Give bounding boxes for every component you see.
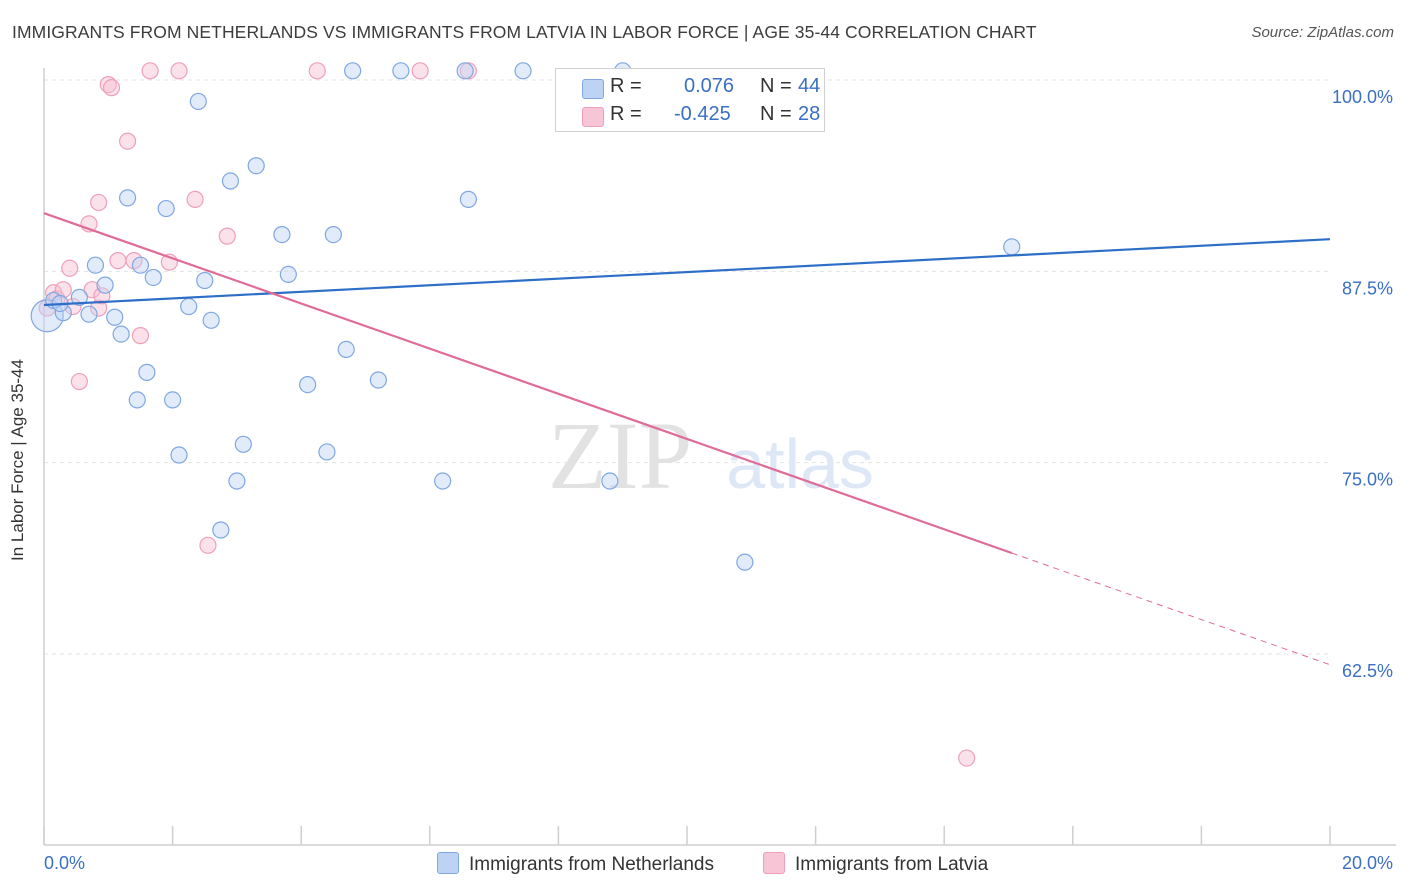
latvia-point (118, 132, 137, 150)
netherlands-point (170, 446, 188, 464)
latvia-point (90, 193, 108, 212)
y-tick-label: 100.0% (1332, 87, 1393, 107)
legend-r-label: R = (610, 75, 642, 97)
latvia-point (131, 327, 150, 345)
netherlands-point (514, 62, 532, 80)
latvia-point (102, 79, 121, 97)
latvia-trend-extension (1011, 552, 1331, 666)
y-tick-labels: 62.5% 75.0% 87.5% 100.0% (1332, 87, 1393, 681)
bottom-legend-label: Immigrants from Latvia (795, 854, 989, 875)
chart-source: Source: ZipAtlas.com (1251, 24, 1394, 41)
latvia-point (218, 227, 236, 245)
latvia-point (141, 62, 159, 80)
latvia-point (186, 190, 204, 208)
latvia-trend-line (43, 212, 1013, 555)
netherlands-point (180, 297, 198, 316)
latvia-swatch (763, 852, 785, 874)
netherlands-point (80, 305, 98, 323)
netherlands-swatch (437, 852, 459, 874)
netherlands-point (202, 311, 220, 329)
netherlands-point (344, 62, 362, 80)
latvia-point (170, 62, 188, 80)
netherlands-point (196, 271, 214, 290)
x-tick-labels: 0.0% 20.0% (44, 853, 1393, 873)
netherlands-point (131, 256, 150, 274)
netherlands-point (228, 472, 246, 490)
latvia-swatch (582, 107, 604, 127)
latvia-point (83, 281, 101, 299)
latvia-point (199, 536, 217, 554)
legend-n-label: N = (760, 75, 792, 97)
latvia-points (38, 62, 976, 767)
netherlands-point (736, 553, 754, 571)
netherlands-swatch (582, 79, 604, 99)
legend-n-value: 44 (798, 75, 821, 97)
netherlands-point (189, 92, 207, 111)
netherlands-point (106, 308, 124, 326)
legend-r-value: -0.425 (674, 103, 731, 125)
netherlands-point (164, 391, 182, 409)
netherlands-point (86, 256, 105, 274)
y-tick-label: 75.0% (1342, 470, 1393, 490)
latvia-point (411, 62, 429, 80)
netherlands-point (273, 225, 291, 244)
netherlands-point (337, 340, 355, 358)
netherlands-point (128, 391, 146, 409)
latvia-point (93, 287, 111, 305)
netherlands-point (369, 371, 387, 389)
netherlands-point (144, 268, 162, 287)
y-tick-label: 62.5% (1342, 661, 1393, 681)
netherlands-point (318, 443, 336, 461)
netherlands-point (138, 363, 156, 381)
netherlands-point (434, 472, 452, 490)
trend-lines (43, 212, 1331, 666)
netherlands-point (118, 189, 137, 207)
watermark-zip: ZIP (548, 402, 692, 509)
netherlands-point (456, 62, 474, 80)
latvia-point (54, 281, 72, 299)
correlation-legend: R = 0.076 N = 44 R = -0.425 N = 28 (555, 68, 825, 132)
netherlands-point (70, 288, 88, 306)
legend-n-label: N = (760, 103, 792, 125)
latvia-point (308, 62, 326, 80)
gridlines (44, 79, 1330, 655)
netherlands-point (299, 376, 317, 394)
netherlands-point (157, 199, 175, 218)
netherlands-point (279, 265, 297, 283)
netherlands-trend-line (43, 238, 1331, 307)
x-tick-label: 20.0% (1342, 853, 1393, 873)
latvia-point (958, 749, 976, 767)
latvia-point (109, 252, 127, 270)
legend-r-value: 0.076 (684, 75, 735, 97)
latvia-point (61, 259, 79, 277)
netherlands-point (459, 190, 477, 208)
netherlands-point (1003, 238, 1021, 256)
netherlands-point (221, 172, 240, 190)
netherlands-point (96, 276, 114, 294)
netherlands-point (601, 472, 619, 490)
latvia-point (99, 75, 117, 94)
chart-title: IMMIGRANTS FROM NETHERLANDS VS IMMIGRANT… (12, 22, 1037, 42)
netherlands-point (112, 325, 130, 343)
watermark-atlas: atlas (726, 425, 874, 503)
netherlands-point (392, 62, 410, 80)
legend-n-value: 28 (798, 103, 821, 125)
x-tick-label: 0.0% (44, 853, 85, 873)
y-axis-title: In Labor Force | Age 35-44 (8, 359, 27, 561)
latvia-point (70, 372, 88, 391)
netherlands-point (212, 521, 230, 539)
netherlands-point (324, 225, 342, 244)
netherlands-point (234, 435, 252, 453)
y-tick-label: 87.5% (1342, 278, 1393, 298)
netherlands-point (247, 157, 265, 175)
bottom-legend-label: Immigrants from Netherlands (469, 854, 714, 875)
axes (43, 68, 1396, 846)
netherlands-points (30, 62, 1021, 571)
bottom-legend-netherlands: Immigrants from Netherlands (437, 852, 714, 876)
legend-r-label: R = (610, 103, 642, 125)
bottom-legend-latvia: Immigrants from Latvia (763, 852, 988, 876)
